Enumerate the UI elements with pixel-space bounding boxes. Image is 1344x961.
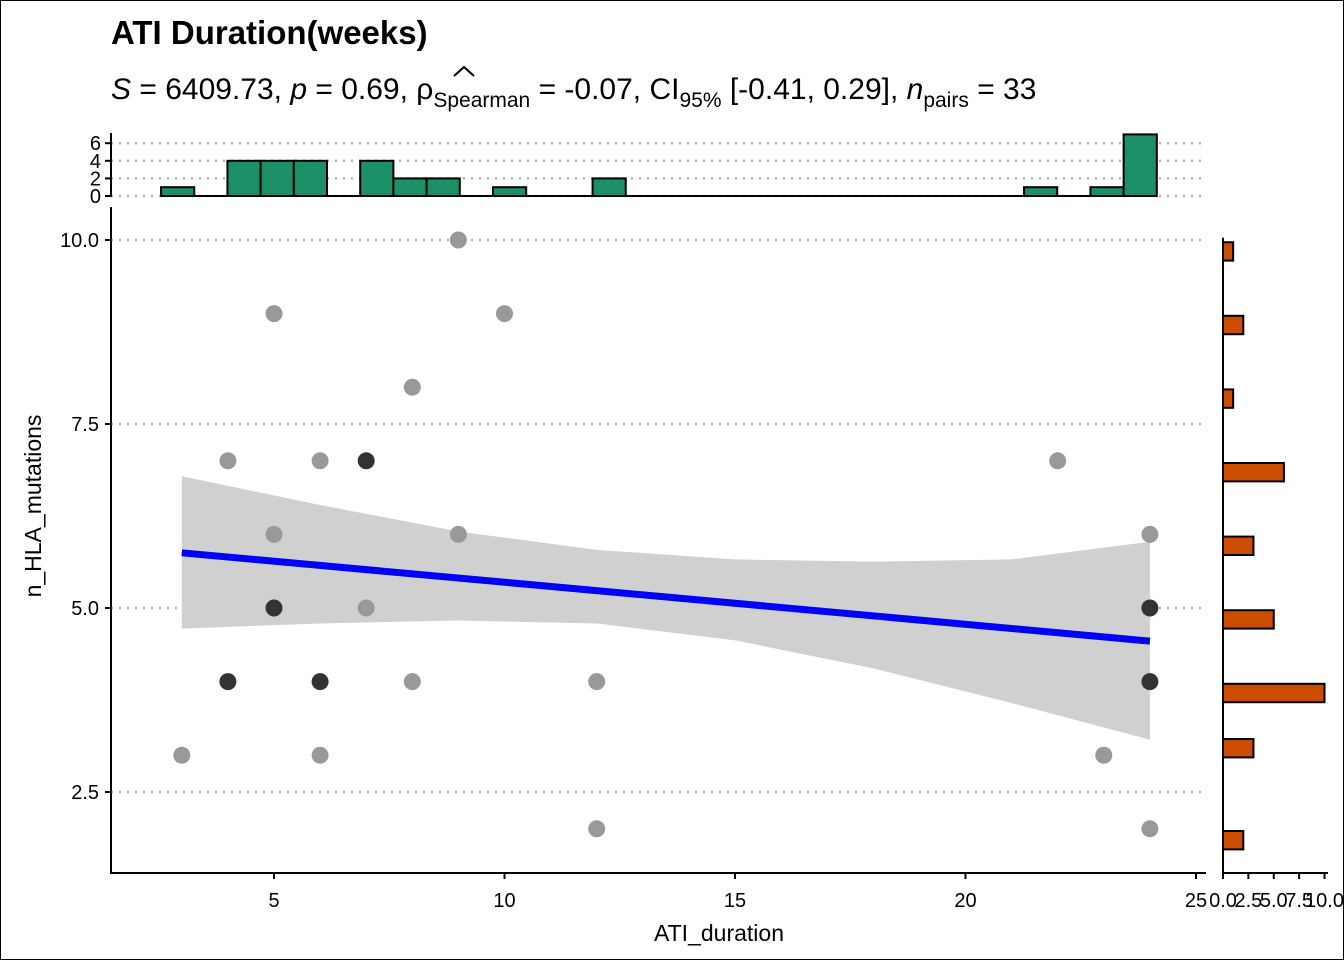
right-hist-tick-label: 5.0 bbox=[1260, 890, 1288, 912]
subtitle-n-value: = 33 bbox=[969, 73, 1037, 106]
scatter-point bbox=[403, 673, 421, 691]
right-hist-bar bbox=[1222, 241, 1235, 262]
top-hist-bar bbox=[425, 177, 461, 197]
x-tick-label: 5 bbox=[268, 890, 279, 912]
scatter-point bbox=[1141, 673, 1159, 691]
right-hist-tick-label: 0.0 bbox=[1209, 890, 1237, 912]
right-hist-bar bbox=[1222, 830, 1245, 851]
scatter-point bbox=[265, 599, 283, 617]
subtitle-s-value: = 6409.73, bbox=[131, 73, 290, 106]
subtitle-p-symbol: p bbox=[289, 73, 307, 106]
subtitle-ci-value: [-0.41, 0.29], bbox=[722, 73, 907, 106]
scatter-point bbox=[496, 305, 513, 323]
right-hist-bar bbox=[1222, 738, 1255, 759]
top-hist-tick-label: 0 bbox=[90, 186, 101, 208]
scatter-point bbox=[357, 599, 375, 617]
y-tick-label: 2.5 bbox=[71, 782, 99, 804]
y-tick-label: 5.0 bbox=[71, 598, 99, 620]
scatter-point bbox=[403, 378, 421, 396]
confidence-band-area bbox=[181, 476, 1150, 740]
scatter-point bbox=[357, 452, 375, 470]
y-axis-label: n_HLA_mutations bbox=[20, 415, 46, 598]
scatter-point bbox=[588, 673, 606, 691]
subtitle-rho-symbol: ρ bbox=[416, 73, 433, 106]
scatter-point bbox=[265, 305, 283, 323]
scatter-point bbox=[173, 746, 191, 764]
chart-title: ATI Duration(weeks) bbox=[111, 14, 428, 51]
top-hist-bar bbox=[1023, 186, 1059, 197]
scatter-point bbox=[1049, 452, 1067, 470]
x-tick-label: 20 bbox=[954, 890, 976, 912]
x-axis-label: ATI_duration bbox=[654, 920, 784, 946]
regression-line bbox=[181, 549, 1151, 645]
chart-subtitle: S = 6409.73, p = 0.69, ρSpearman = -0.07… bbox=[111, 73, 1036, 112]
x-tick-label: 15 bbox=[724, 890, 746, 912]
top-hist-bar bbox=[1122, 133, 1158, 197]
right-hist-bar bbox=[1222, 535, 1255, 557]
right-hist-bar bbox=[1222, 462, 1285, 483]
fit-line bbox=[181, 549, 1151, 645]
top-hist-bar bbox=[160, 186, 196, 197]
top-hist-bar bbox=[392, 177, 428, 197]
top-hist-tick-label: 2 bbox=[90, 168, 101, 190]
scatter-point bbox=[311, 746, 329, 764]
right-hist-bar bbox=[1222, 609, 1275, 630]
top-hist-bar bbox=[359, 159, 395, 198]
top-hist-bar bbox=[226, 159, 262, 198]
subtitle-s-symbol: S bbox=[111, 73, 131, 106]
scatter-point bbox=[219, 452, 237, 470]
scatter-point bbox=[1141, 820, 1159, 838]
top-hist-bar bbox=[1089, 186, 1125, 197]
top-histogram bbox=[160, 133, 1158, 198]
scatter-point bbox=[1141, 525, 1159, 543]
scatter-point bbox=[449, 231, 467, 249]
x-tick-label: 10 bbox=[493, 890, 515, 912]
scatter-point bbox=[588, 820, 606, 838]
top-hist-tick-label: 4 bbox=[90, 151, 101, 173]
right-hist-bar bbox=[1222, 388, 1235, 409]
scatter-point bbox=[1141, 599, 1159, 617]
scatter-point bbox=[449, 525, 467, 543]
subtitle-ci-level: 95% bbox=[679, 89, 721, 112]
rho-hat-mark bbox=[453, 65, 475, 77]
y-tick-label: 7.5 bbox=[71, 414, 99, 436]
x-tick-label: 25 bbox=[1185, 890, 1207, 912]
axes: 2.5 5.0 7.5 10.0 5 10 15 20 25 bbox=[60, 207, 1207, 912]
subtitle-p-value: = 0.69, bbox=[307, 73, 416, 106]
y-tick-label: 10.0 bbox=[60, 230, 99, 252]
subtitle-rho-value: = -0.07, CI bbox=[530, 73, 679, 106]
right-hist-tick-label: 2.5 bbox=[1234, 890, 1262, 912]
top-hist-bar bbox=[292, 159, 329, 198]
top-hist-bar bbox=[491, 186, 528, 197]
confidence-band bbox=[181, 476, 1150, 740]
scatter-point bbox=[311, 673, 329, 691]
subtitle-n-symbol: n bbox=[907, 73, 924, 106]
subtitle-n-subscript: pairs bbox=[923, 89, 969, 112]
top-hist-bar bbox=[591, 177, 627, 197]
right-hist-tick-label: 7.5 bbox=[1285, 890, 1313, 912]
right-hist-tick-label: 10.0 bbox=[1305, 890, 1344, 912]
scatter-point bbox=[1095, 746, 1113, 764]
scatter-point bbox=[265, 525, 283, 543]
right-hist-bar bbox=[1222, 314, 1245, 336]
subtitle-rho-subscript: Spearman bbox=[433, 89, 530, 112]
scatter-point bbox=[311, 452, 329, 470]
right-histogram: 0.02.55.07.510.0 bbox=[1209, 237, 1344, 912]
scatter-point bbox=[219, 673, 237, 691]
scatter-points bbox=[173, 231, 1159, 838]
right-hist-bar bbox=[1222, 682, 1326, 704]
top-hist-tick-label: 6 bbox=[90, 133, 101, 155]
top-hist-bar bbox=[259, 159, 295, 198]
